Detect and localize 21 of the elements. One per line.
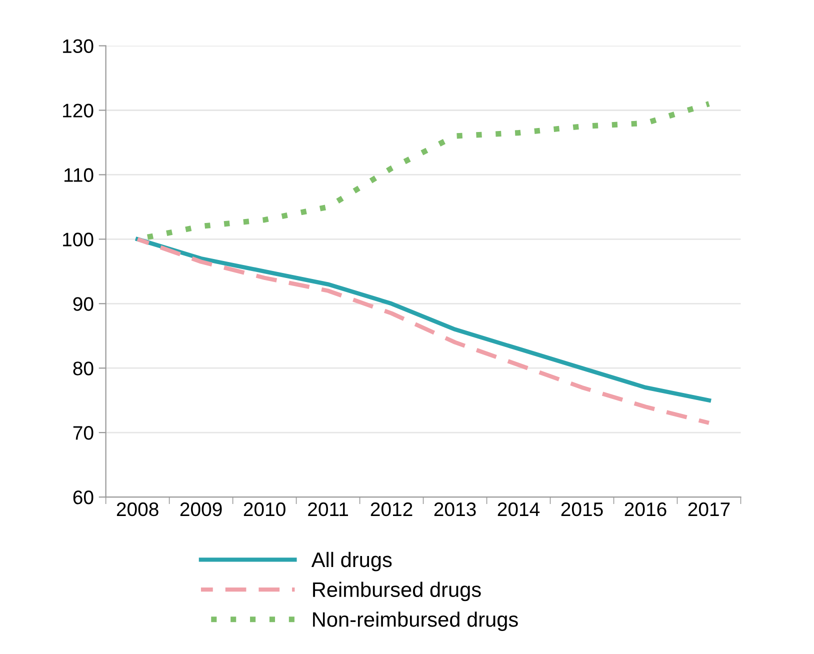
legend-label: Non-reimbursed drugs xyxy=(313,612,518,631)
y-tick-label: 110 xyxy=(64,168,94,182)
x-tick-label: 2008 xyxy=(116,502,158,516)
x-tick-label: 2009 xyxy=(180,502,222,516)
x-tick-label: 2017 xyxy=(688,502,730,516)
y-tick-label: 100 xyxy=(63,232,94,246)
y-tick-label: 120 xyxy=(63,104,94,118)
x-tick-label: 2016 xyxy=(624,502,666,516)
x-tick-label: 2013 xyxy=(434,502,476,516)
legend-label: Reimbursed drugs xyxy=(313,582,481,602)
x-tick-label: 2014 xyxy=(498,502,540,516)
y-tick-label: 80 xyxy=(73,362,94,376)
legend-label: All drugs xyxy=(311,552,392,572)
y-tick-label: 60 xyxy=(73,490,94,504)
x-tick-label: 2012 xyxy=(370,502,412,516)
y-tick-label: 70 xyxy=(73,426,94,440)
y-tick-label: 90 xyxy=(73,297,94,311)
y-tick-label: 130 xyxy=(63,39,94,54)
x-tick-label: 2011 xyxy=(308,502,348,516)
x-tick-label: 2015 xyxy=(561,502,603,516)
x-tick-label: 2010 xyxy=(244,502,286,516)
